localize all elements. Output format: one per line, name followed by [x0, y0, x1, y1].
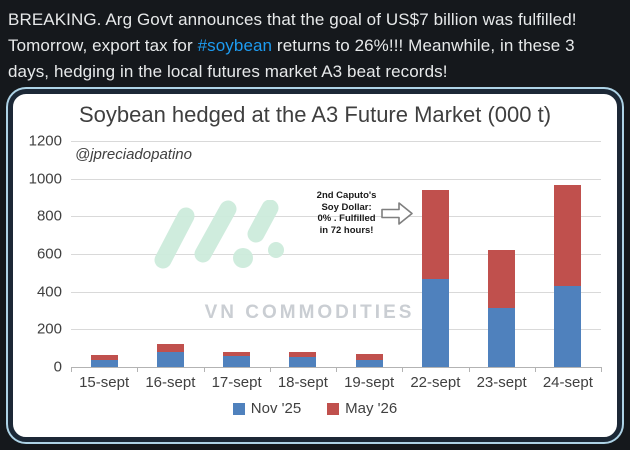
bar-17-sept	[223, 351, 251, 367]
bar-segment-24-sept-Nov25	[554, 286, 582, 367]
bar-segment-15-sept-Nov25	[90, 359, 118, 367]
bar-23-sept	[488, 250, 516, 367]
post-text-after: returns to 26%!!! Meanwhile, in these 3 …	[8, 36, 575, 81]
annotation-line: Soy Dollar:	[321, 201, 372, 213]
bar-segment-16-sept-Nov25	[156, 351, 184, 367]
bar-segment-23-sept-Nov25	[488, 307, 516, 367]
legend-item-May26: May '26	[327, 400, 397, 417]
bar-16-sept	[156, 344, 184, 367]
x-tick	[534, 367, 536, 372]
gridline-800	[71, 216, 601, 218]
post-text: BREAKING. Arg Govt announces that the go…	[0, 0, 630, 88]
legend-label: Nov '25	[250, 400, 302, 417]
bar-slot-15-sept	[71, 141, 137, 367]
bar-slot-23-sept	[469, 141, 535, 367]
bar-22-sept	[421, 189, 449, 367]
legend-item-Nov25: Nov '25	[232, 400, 302, 417]
bars-row	[71, 141, 601, 367]
chart-card: Soybean hedged at the A3 Future Market (…	[8, 89, 622, 442]
annotation-text: 2nd Caputo's Soy Dollar: 0% . Fulfilled in …	[317, 190, 377, 236]
bar-18-sept	[289, 351, 317, 367]
chart-legend: Nov '25 May '26	[13, 400, 617, 417]
x-label-15-sept: 15-sept	[79, 374, 130, 391]
x-tick	[269, 367, 271, 372]
y-tick-label-200: 200	[36, 320, 62, 338]
bar-segment-23-sept-May26	[488, 250, 516, 308]
post-text-before: BREAKING. Arg Govt announces that the go…	[8, 10, 577, 55]
annotation-line: in 72 hours!	[319, 224, 374, 236]
annotation-line: 0% . Fulfilled	[317, 213, 376, 224]
bar-slot-19-sept	[336, 141, 402, 367]
legend-label: May '26	[345, 400, 398, 417]
x-axis-ticks	[71, 367, 602, 372]
bar-15-sept	[90, 355, 118, 367]
bar-segment-18-sept-May26	[289, 351, 317, 358]
x-tick	[601, 367, 602, 372]
x-tick	[203, 367, 205, 372]
x-label-23-sept: 23-sept	[476, 374, 527, 391]
gridline-1200	[71, 141, 601, 142]
chart-title: Soybean hedged at the A3 Future Market (…	[78, 102, 552, 127]
gridline-1000	[71, 178, 601, 180]
x-axis-labels: 15-sept 16-sept 17-sept 18-sept 19-sept 22-se…	[71, 374, 601, 391]
bar-19-sept	[355, 354, 383, 367]
legend-swatch	[327, 402, 340, 415]
gridline-200	[71, 329, 601, 331]
bar-slot-18-sept	[270, 141, 336, 367]
x-label-16-sept: 16-sept	[145, 374, 196, 391]
y-tick-label-1200: 1200	[28, 132, 62, 150]
bar-slot-24-sept	[535, 141, 601, 367]
x-tick	[402, 367, 404, 372]
vn-commodities-watermark: VN COMMODITIES	[204, 301, 415, 323]
bar-segment-22-sept-May26	[421, 189, 449, 280]
bar-segment-18-sept-Nov25	[289, 357, 317, 367]
annotation-line: 2nd Caputo's	[316, 190, 377, 201]
gridline-400	[71, 291, 601, 293]
x-tick	[71, 367, 72, 372]
bar-segment-24-sept-May26	[554, 185, 582, 286]
x-tick	[336, 367, 337, 372]
bar-slot-17-sept	[204, 141, 270, 367]
x-tick	[137, 367, 139, 372]
bar-segment-17-sept-May26	[223, 351, 251, 356]
bar-segment-16-sept-May26	[156, 344, 184, 352]
bar-segment-15-sept-May26	[90, 355, 118, 360]
x-label-18-sept: 18-sept	[277, 374, 328, 391]
right-arrow-icon	[381, 201, 414, 225]
legend-swatch	[232, 402, 245, 415]
y-tick-label-0: 0	[53, 358, 62, 376]
author-handle-watermark: @jpreciadopatino	[75, 146, 192, 163]
vn-commodities-logo-icon	[154, 199, 285, 269]
bar-segment-19-sept-May26	[355, 354, 383, 361]
bar-slot-16-sept	[137, 141, 203, 367]
x-tick	[468, 367, 470, 372]
y-tick-label-1000: 1000	[28, 170, 62, 188]
y-tick-label-400: 400	[36, 283, 62, 301]
x-label-24-sept: 24-sept	[542, 374, 593, 391]
bar-segment-22-sept-Nov25	[421, 279, 449, 367]
y-tick-label-600: 600	[36, 245, 62, 263]
bar-segment-17-sept-Nov25	[223, 355, 251, 367]
bar-24-sept	[554, 185, 582, 367]
bar-segment-19-sept-Nov25	[355, 360, 383, 367]
bar-slot-22-sept	[402, 141, 468, 367]
x-label-19-sept: 19-sept	[344, 374, 395, 391]
annotation-callout: 2nd Caputo's Soy Dollar: 0% . Fulfilled in …	[317, 190, 415, 236]
x-label-22-sept: 22-sept	[410, 374, 461, 391]
gridline-600	[71, 254, 601, 255]
plot-area: @jpreciadopatino VN COMMODITIES 2nd Capu…	[29, 133, 601, 376]
hashtag-soybean-link[interactable]: #soybean	[197, 36, 273, 55]
x-label-17-sept: 17-sept	[211, 374, 262, 391]
y-tick-label-800: 800	[36, 207, 62, 225]
